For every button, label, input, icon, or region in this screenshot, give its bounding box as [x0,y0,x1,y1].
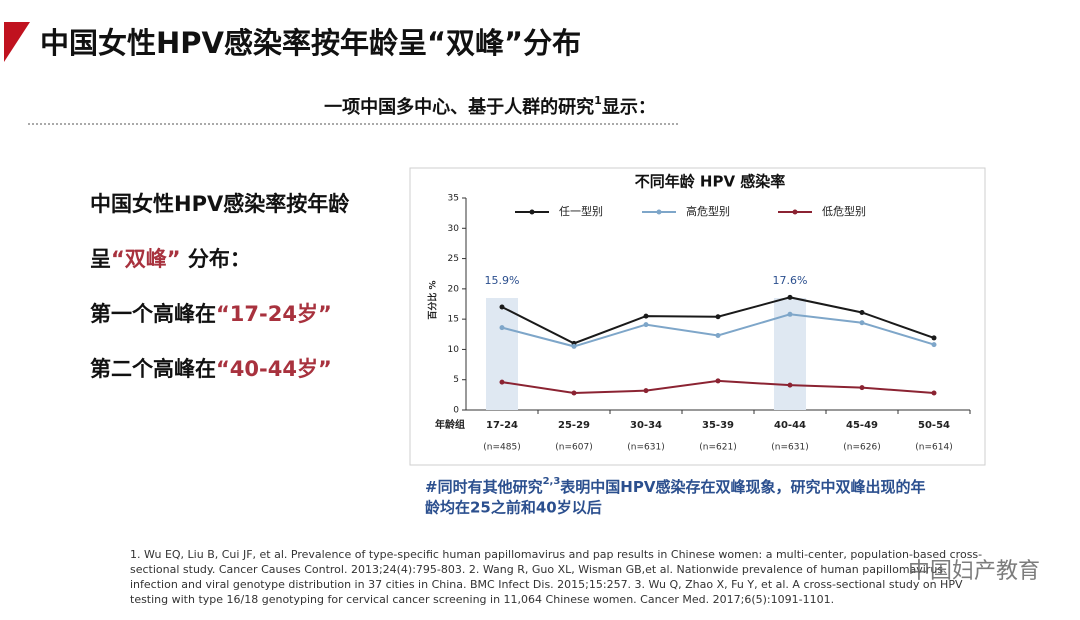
key-point-highlight: “双峰” [111,247,181,271]
x-tick-note: (n=621) [699,443,736,453]
footnote-text: #同时有其他研究 [425,478,543,496]
legend-marker [529,209,535,215]
slide-title: 中国女性HPV感染率按年龄呈“双峰”分布 [40,26,581,60]
chart-title: 不同年龄 HPV 感染率 [635,173,786,191]
data-point [787,294,793,300]
y-tick-label: 30 [448,224,460,234]
data-point [787,382,793,388]
reference-line: 1. Wu EQ, Liu B, Cui JF, et al. Prevalen… [130,548,982,561]
peak-annotation: 15.9% [485,274,520,287]
legend-label: 任一型别 [559,204,603,218]
key-point-highlight: “17-24岁” [216,302,332,326]
footnote: #同时有其他研究2,3表明中国HPV感染存在双峰现象，研究中双峰出现的年 [425,476,925,496]
footnote-line: 龄均在25之前和40岁以后 [425,499,602,517]
subtitle-text: 一项中国多中心、基于人群的研究 [324,96,594,118]
reference-line: testing with type 16/18 genotyping for c… [130,593,834,606]
x-tick-label: 45-49 [846,420,878,431]
key-point: 第二个高峰在“40-44岁” [90,357,332,381]
x-tick-label: 40-44 [774,420,806,431]
y-tick-label: 0 [453,406,459,416]
data-point [859,320,865,326]
x-tick-label: 30-34 [630,420,662,431]
x-tick-label: 35-39 [702,420,734,431]
data-point [571,390,577,396]
references: 1. Wu EQ, Liu B, Cui JF, et al. Prevalen… [130,548,982,606]
x-tick-label: 17-24 [486,420,518,431]
key-point: 呈“双峰” 分布： [90,247,251,271]
key-point: 中国女性HPV感染率按年龄 [90,192,350,216]
peak-highlight [486,298,518,410]
data-point [643,388,649,394]
legend-label: 低危型别 [822,204,866,218]
key-point-text: 第二个高峰在 [90,357,216,381]
x-tick-label: 25-29 [558,420,590,431]
data-point [859,309,865,315]
reference-line: infection and viral genotype distributio… [130,578,963,591]
watermark: 中国妇产教育 [908,559,1040,584]
footnote-sup: 2,3 [543,476,561,487]
key-point-text: 呈 [90,247,111,271]
y-tick-label: 5 [453,375,459,385]
reference-line: sectional study. Cancer Causes Control. … [130,563,943,576]
subtitle: 一项中国多中心、基于人群的研究1显示： [324,94,656,118]
data-point [931,390,937,396]
legend-marker [792,209,798,215]
data-point [499,379,505,385]
data-point [499,325,505,331]
x-tick-label: 50-54 [918,420,950,431]
y-tick-label: 35 [448,194,459,204]
subtitle-sup: 1 [594,94,602,107]
y-tick-label: 25 [448,254,459,264]
x-tick-note: (n=626) [843,443,880,453]
legend-label: 高危型别 [686,204,730,218]
footnote-tail: 表明中国HPV感染存在双峰现象，研究中双峰出现的年 [560,478,925,496]
y-tick-label: 20 [448,284,460,294]
data-point [643,322,649,328]
legend-marker [656,209,662,215]
key-point-text: 中国女性HPV感染率按年龄 [90,192,350,216]
data-point [715,314,721,320]
x-tick-note: (n=631) [771,443,808,453]
data-point [787,311,793,317]
data-point [571,343,577,349]
data-point [715,332,721,338]
subtitle-tail: 显示： [602,97,656,118]
x-tick-note: (n=607) [555,443,592,453]
key-point-text: 第一个高峰在 [90,302,216,326]
peak-annotation: 17.6% [773,274,808,287]
x-tick-note: (n=485) [483,443,520,453]
x-tick-note: (n=631) [627,443,664,453]
title-marker [4,22,30,62]
y-axis-label: 百分比 % [427,280,439,319]
x-tick-note: (n=614) [915,443,952,453]
data-point [931,335,937,341]
data-point [859,385,865,391]
x-axis-label: 年龄组 [435,418,465,431]
key-points: 中国女性HPV感染率按年龄呈“双峰” 分布： 第一个高峰在“17-24岁” 第二个高… [90,192,350,381]
data-point [643,313,649,319]
y-tick-label: 10 [448,345,460,355]
data-point [931,342,937,348]
y-tick-label: 15 [448,315,459,325]
key-point: 第一个高峰在“17-24岁” [90,302,332,326]
data-point [499,304,505,310]
data-point [715,378,721,384]
key-point-highlight: “40-44岁” [216,357,332,381]
key-point-tail: 分布： [181,247,251,271]
